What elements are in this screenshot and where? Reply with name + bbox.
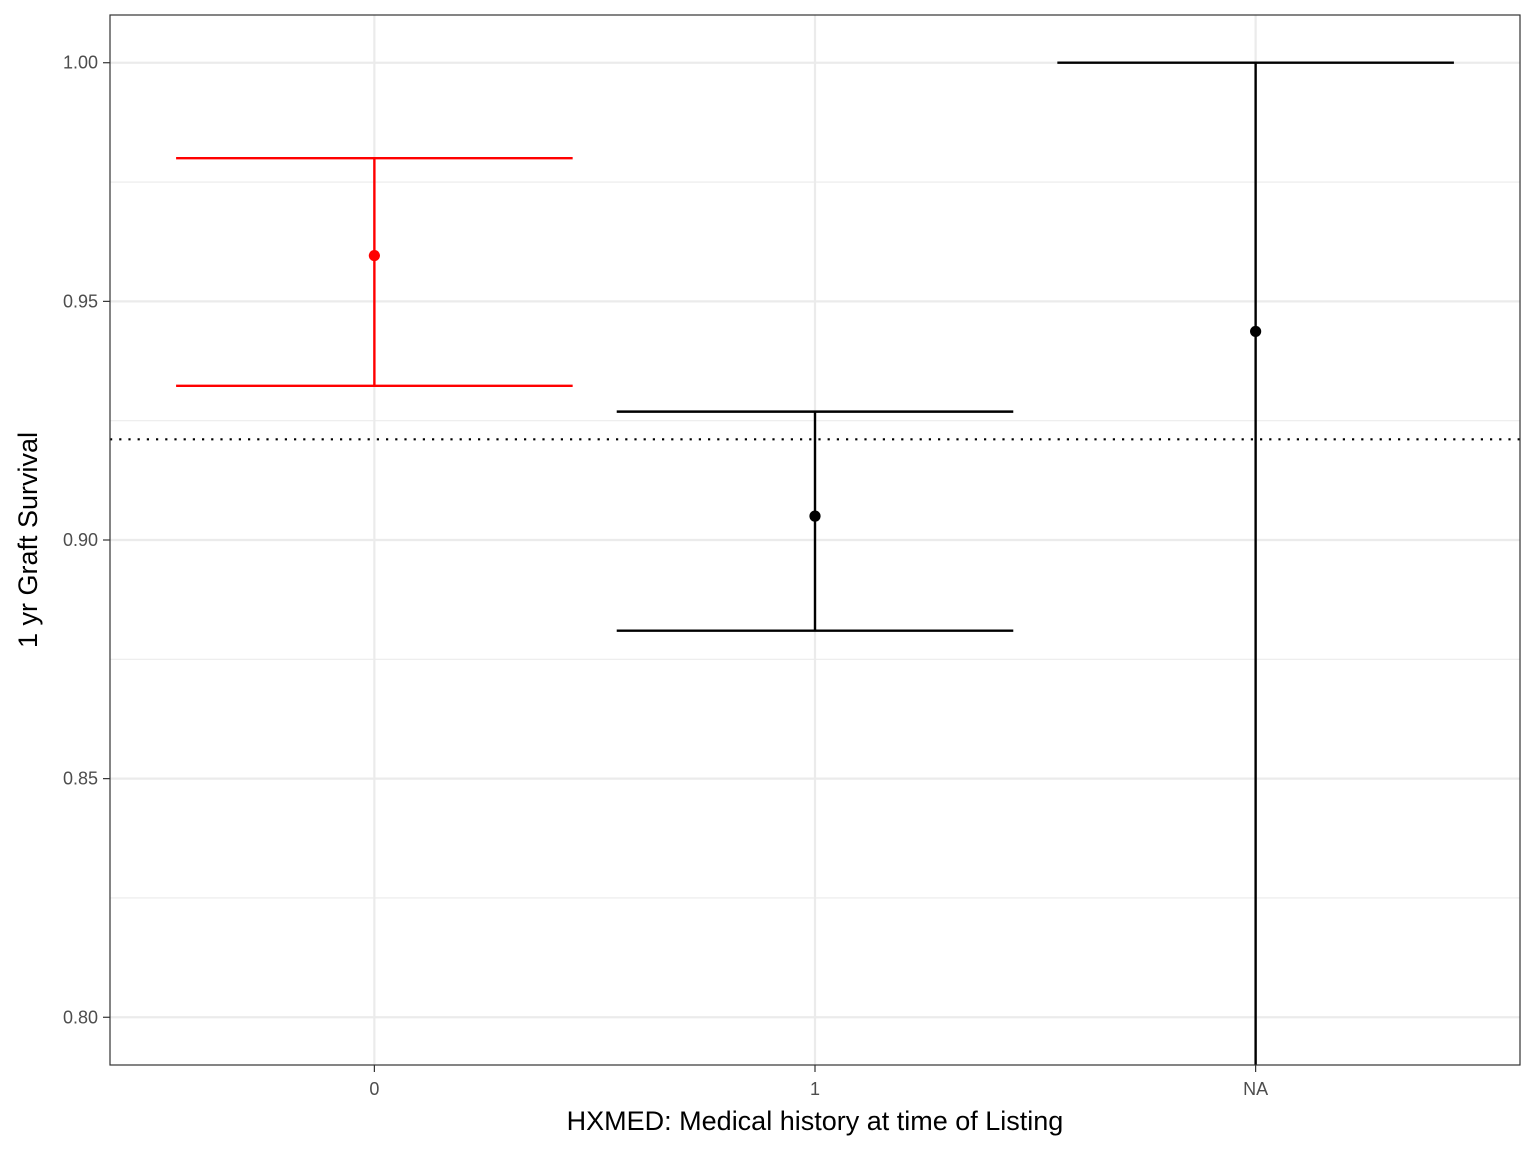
x-tick-label: NA bbox=[1243, 1079, 1268, 1099]
x-axis-ticks: 0 1 NA bbox=[369, 1065, 1268, 1099]
y-axis-title: 1 yr Graft Survival bbox=[13, 432, 43, 648]
x-axis-title: HXMED: Medical history at time of Listin… bbox=[567, 1106, 1064, 1136]
y-tick-label: 0.90 bbox=[63, 530, 98, 550]
y-tick-label: 0.95 bbox=[63, 291, 98, 311]
x-tick-label: 1 bbox=[810, 1079, 820, 1099]
points bbox=[368, 249, 1262, 522]
data-point bbox=[809, 510, 821, 522]
y-tick-label: 0.85 bbox=[63, 769, 98, 789]
x-tick-label: 0 bbox=[369, 1079, 379, 1099]
data-point bbox=[368, 249, 380, 262]
y-tick-label: 0.80 bbox=[63, 1007, 98, 1027]
data-point bbox=[1250, 325, 1262, 338]
errorbars bbox=[176, 61, 1454, 1065]
y-tick-label: 1.00 bbox=[63, 53, 98, 73]
y-axis-ticks: 0.80 0.85 0.90 0.95 1.00 bbox=[63, 53, 110, 1027]
